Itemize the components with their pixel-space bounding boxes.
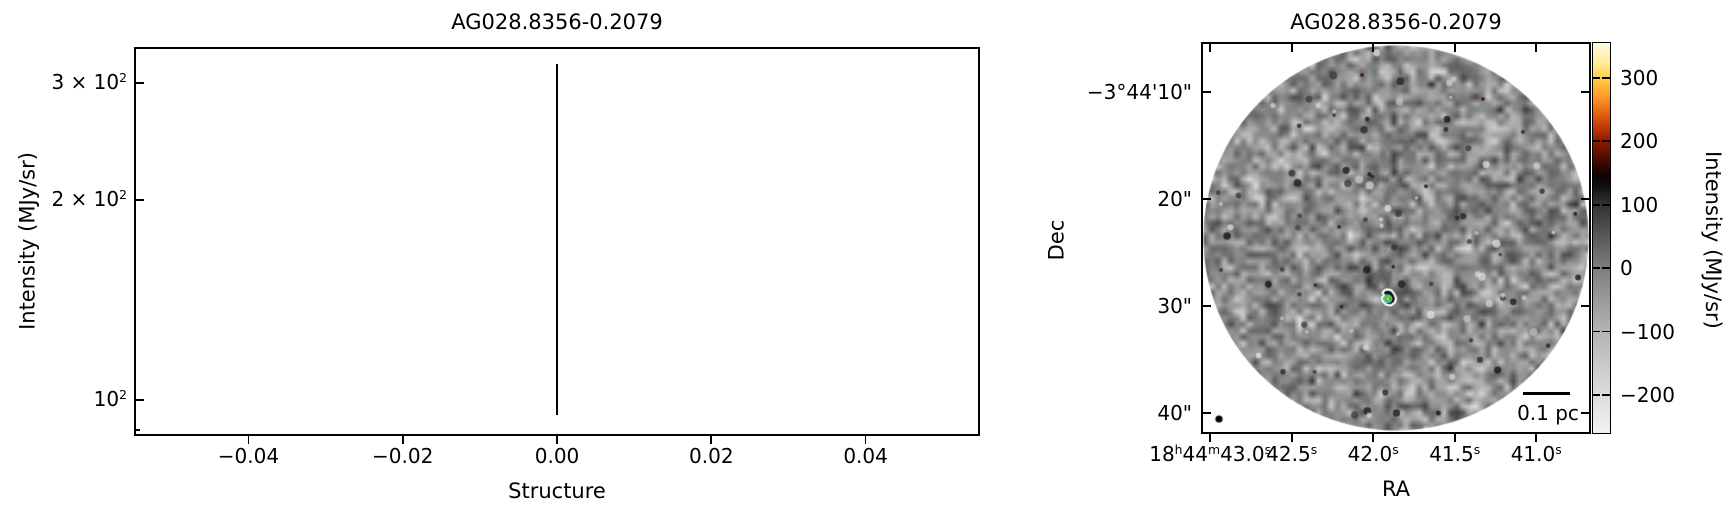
scalebar-line bbox=[1523, 392, 1570, 395]
left-x-tick-label: −0.04 bbox=[217, 444, 280, 468]
superscript: 2 bbox=[119, 386, 127, 402]
left-x-tick bbox=[247, 435, 250, 444]
colorbar-tick-label: 200 bbox=[1620, 129, 1659, 154]
colorbar-tick bbox=[1602, 76, 1610, 79]
dec-right-tick bbox=[1581, 198, 1590, 200]
dec-left-tick bbox=[1202, 198, 1211, 200]
ra-top-tick bbox=[1535, 43, 1538, 52]
dec-left-tick bbox=[1202, 304, 1211, 307]
superscript: m bbox=[1207, 442, 1221, 458]
label-text: 42.5 bbox=[1266, 442, 1311, 466]
left-x-tick bbox=[710, 435, 713, 444]
colorbar-tick bbox=[1602, 330, 1610, 333]
sky-image-canvas bbox=[1202, 43, 1590, 433]
dec-right-tick bbox=[1581, 304, 1590, 307]
colorbar-tick bbox=[1602, 140, 1610, 143]
dec-right-tick bbox=[1581, 91, 1590, 94]
label-text: 18 bbox=[1149, 442, 1175, 466]
colorbar-tick-label: −100 bbox=[1620, 319, 1675, 344]
colorbar-tick bbox=[1602, 203, 1610, 206]
dec-tick-label: 20" bbox=[1157, 187, 1192, 211]
dec-tick-label: 40" bbox=[1157, 400, 1192, 425]
colorbar-tick bbox=[1602, 267, 1610, 270]
superscript: s bbox=[1555, 442, 1562, 458]
ra-bottom-tick bbox=[1372, 433, 1375, 442]
colorbar-tick-label: 300 bbox=[1620, 65, 1659, 90]
colorbar-tick bbox=[1602, 394, 1610, 396]
superscript: s bbox=[1310, 442, 1318, 458]
ra-bottom-tick bbox=[1453, 433, 1456, 442]
colorbar-tick-left bbox=[1593, 267, 1600, 270]
intensity-range-line bbox=[555, 64, 559, 415]
left-x-tick-label: −0.02 bbox=[372, 444, 434, 468]
left-x-tick-label: 0.02 bbox=[689, 444, 734, 468]
label-text: 3 × 10 bbox=[51, 69, 120, 94]
left-y-axis-label: Intensity (MJy/sr) bbox=[15, 152, 40, 330]
left-x-tick-label: 0.00 bbox=[534, 444, 580, 468]
label-text: 44 bbox=[1182, 442, 1208, 466]
ra-axis-label: RA bbox=[1381, 477, 1411, 501]
ra-tick-label: 42.5s bbox=[1202, 442, 1382, 469]
left-panel-title: AG028.8356-0.2079 bbox=[451, 10, 663, 34]
superscript: s bbox=[1473, 442, 1481, 458]
colorbar-tick-left bbox=[1593, 203, 1600, 206]
left-y-minor-tick bbox=[135, 429, 140, 431]
ra-tick-label: 18h44m43.0s bbox=[1120, 442, 1300, 469]
label-text: 10 bbox=[93, 386, 120, 411]
ra-bottom-tick bbox=[1535, 433, 1538, 442]
left-y-tick-label: 102 bbox=[23, 387, 127, 414]
left-x-axis-label: Structure bbox=[508, 479, 606, 503]
dec-left-tick bbox=[1202, 91, 1211, 94]
ra-tick-label: 42.0s bbox=[1283, 442, 1463, 469]
colorbar-tick-label: 100 bbox=[1620, 192, 1659, 217]
ra-tick-label: 41.0s bbox=[1446, 442, 1626, 469]
dec-right-tick bbox=[1581, 411, 1590, 414]
colorbar-tick-left bbox=[1593, 330, 1600, 333]
left-y-tick-label: 2 × 102 bbox=[23, 187, 127, 214]
colorbar-tick-left bbox=[1593, 76, 1600, 79]
colorbar-tick-left bbox=[1593, 140, 1600, 143]
superscript: 2 bbox=[119, 70, 127, 86]
left-x-tick bbox=[864, 435, 867, 444]
dec-tick-label: 30" bbox=[1157, 293, 1192, 318]
ra-top-tick bbox=[1290, 43, 1293, 52]
ra-top-tick bbox=[1453, 43, 1456, 52]
colorbar-tick-label: −200 bbox=[1620, 382, 1675, 407]
colorbar-tick-label: 0 bbox=[1620, 256, 1633, 281]
ra-top-tick bbox=[1209, 43, 1212, 52]
left-x-tick bbox=[401, 435, 404, 444]
colorbar-tick-left bbox=[1593, 394, 1600, 396]
left-y-tick bbox=[135, 82, 144, 84]
superscript: s bbox=[1264, 442, 1272, 458]
left-y-tick bbox=[135, 198, 144, 201]
label-text: 2 × 10 bbox=[51, 186, 120, 211]
ra-top-tick bbox=[1372, 43, 1375, 52]
dec-axis-label: Dec bbox=[1044, 219, 1069, 261]
left-y-tick-label: 3 × 102 bbox=[23, 70, 127, 97]
left-x-tick-label: 0.04 bbox=[843, 444, 888, 468]
label-text: 41.0 bbox=[1510, 442, 1556, 466]
superscript: s bbox=[1392, 442, 1399, 458]
label-text: 42.0 bbox=[1347, 442, 1393, 466]
label-text: 43.0 bbox=[1220, 442, 1265, 466]
scalebar-label: 0.1 pc bbox=[1517, 401, 1579, 425]
superscript: 2 bbox=[119, 187, 127, 203]
dec-tick-label: −3°44'10" bbox=[1086, 80, 1192, 105]
right-axes bbox=[1201, 42, 1591, 434]
colorbar bbox=[1592, 42, 1611, 434]
left-x-tick bbox=[556, 435, 558, 444]
label-text: 41.5 bbox=[1429, 442, 1474, 466]
colorbar-label: Intensity (MJy/sr) bbox=[1701, 151, 1725, 329]
ra-tick-label: 41.5s bbox=[1365, 442, 1545, 469]
dec-left-tick bbox=[1202, 411, 1211, 414]
ra-bottom-tick bbox=[1209, 433, 1212, 442]
right-panel-title: AG028.8356-0.2079 bbox=[1290, 10, 1502, 34]
superscript: h bbox=[1174, 442, 1183, 458]
ra-bottom-tick bbox=[1290, 433, 1293, 442]
left-y-tick bbox=[135, 398, 144, 401]
